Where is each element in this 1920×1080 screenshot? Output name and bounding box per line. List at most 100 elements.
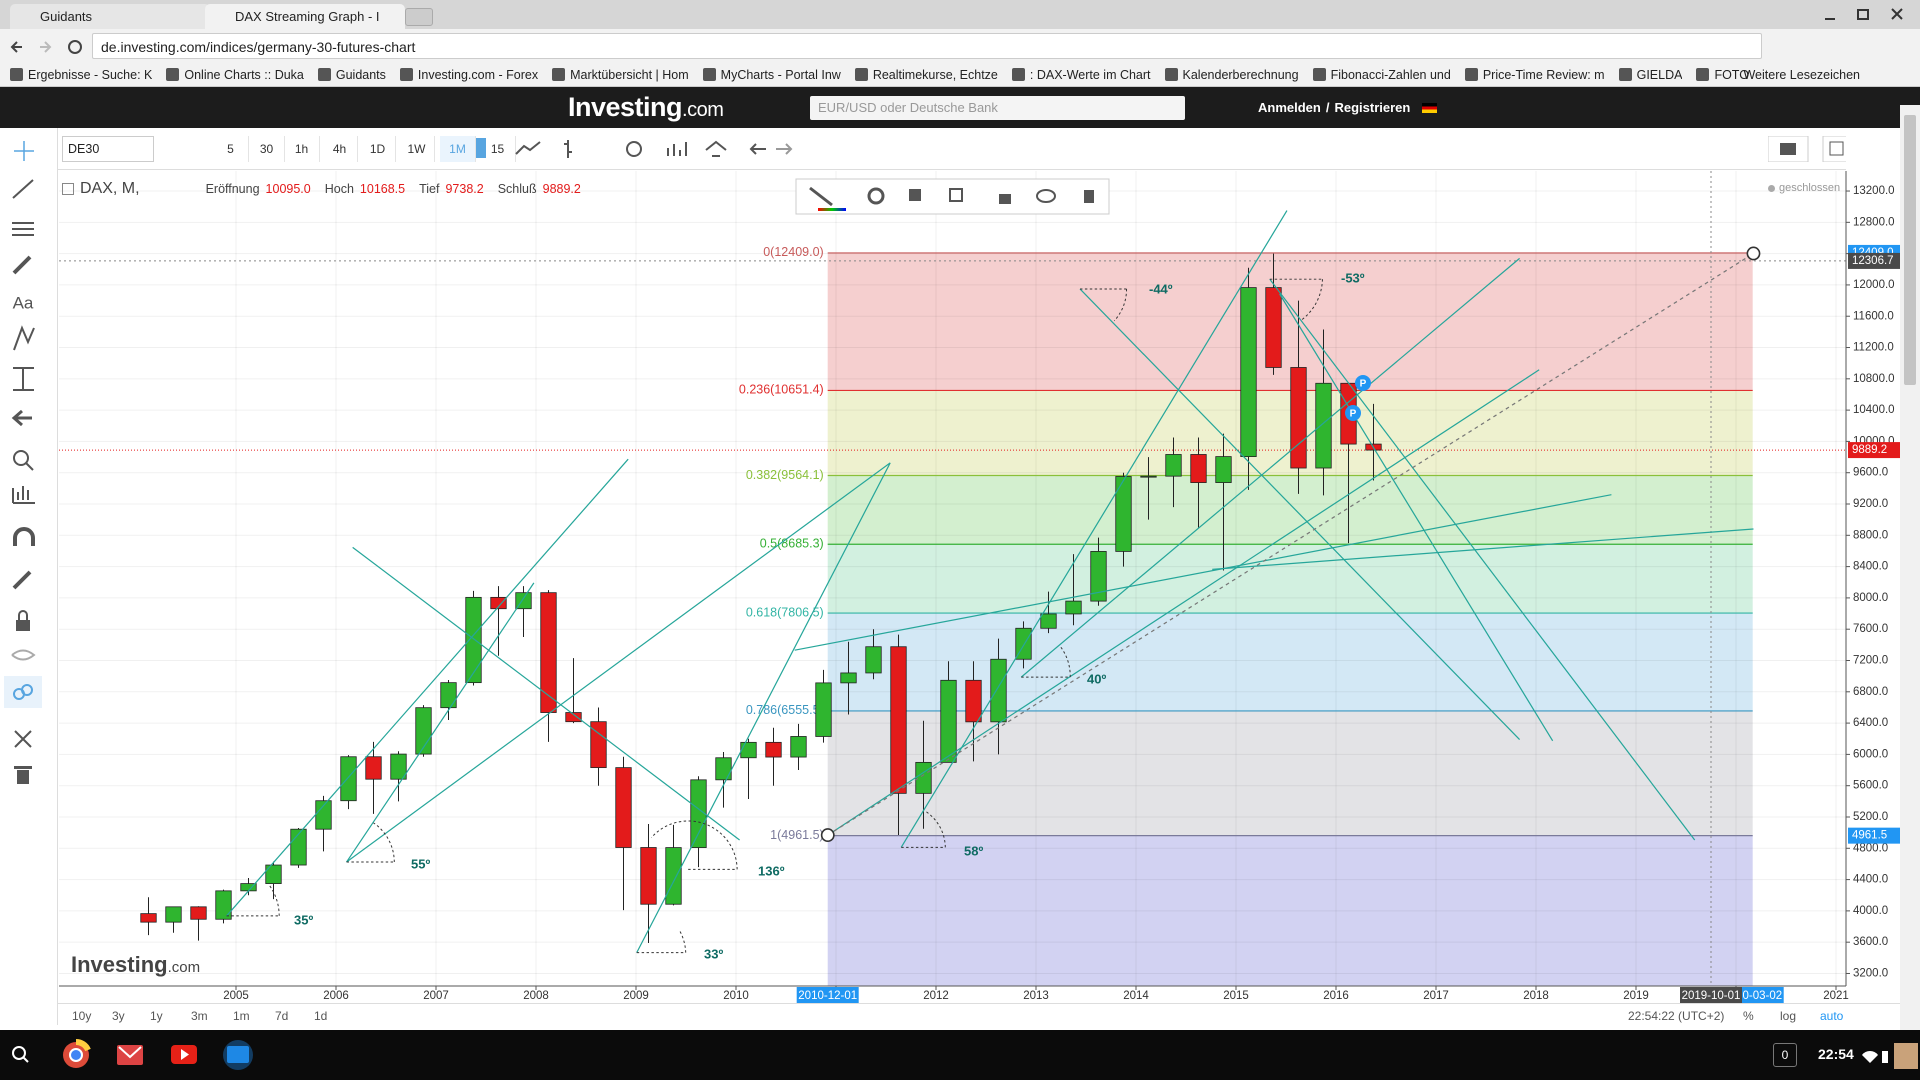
trend-line[interactable] bbox=[900, 210, 1288, 848]
nav-buttons[interactable] bbox=[8, 37, 88, 57]
taskbar-apps[interactable] bbox=[0, 1030, 270, 1080]
interval-button[interactable]: 5 bbox=[213, 136, 249, 162]
language-flag[interactable] bbox=[1422, 103, 1437, 113]
tab[interactable]: DAX Streaming Graph - I bbox=[205, 4, 405, 29]
trend-line[interactable] bbox=[226, 458, 629, 917]
trend-line[interactable] bbox=[1212, 528, 1754, 570]
search-field[interactable]: EUR/USD oder Deutsche Bank bbox=[810, 96, 1185, 120]
y-tick-label: 5200.0 bbox=[1853, 811, 1888, 823]
url-field[interactable]: de.investing.com/indices/germany-30-futu… bbox=[92, 33, 1762, 59]
fib-trend-line[interactable] bbox=[827, 252, 1754, 836]
legend-value: 10095.0 bbox=[265, 182, 311, 196]
trend-line[interactable] bbox=[1079, 288, 1521, 741]
interval-button[interactable]: 1D bbox=[360, 136, 396, 162]
interval-button[interactable]: 1W bbox=[399, 136, 435, 162]
scrollbar[interactable] bbox=[1900, 105, 1920, 1030]
interval-button[interactable]: 1M bbox=[440, 136, 476, 162]
bookmark[interactable]: Marktübersicht | Hom bbox=[552, 68, 689, 82]
site-logo[interactable]: Investing.com bbox=[568, 92, 724, 123]
bookmark-icon bbox=[1312, 68, 1326, 81]
range-button[interactable]: 1m bbox=[233, 1009, 250, 1023]
range-button[interactable]: 10y bbox=[72, 1009, 92, 1023]
bookmark[interactable]: Kalenderberechnung bbox=[1164, 68, 1299, 82]
fib-handle[interactable] bbox=[820, 828, 835, 843]
trend-line[interactable] bbox=[1020, 257, 1520, 678]
drawing-edit-toolbar[interactable] bbox=[795, 178, 1110, 215]
login-link[interactable]: Anmelden bbox=[1258, 100, 1321, 115]
fib-level-label: 0.382(9564.1) bbox=[746, 468, 824, 482]
pivot-marker[interactable] bbox=[1345, 405, 1361, 421]
tab[interactable]: Guidants bbox=[10, 4, 210, 29]
pivot-marker[interactable] bbox=[1355, 375, 1371, 391]
trend-line[interactable] bbox=[827, 369, 1540, 836]
bookmark[interactable]: FOTO bbox=[1696, 68, 1749, 82]
y-tick-label: 9200.0 bbox=[1853, 498, 1888, 510]
fib-handle[interactable] bbox=[1746, 246, 1761, 261]
candle-body bbox=[765, 741, 782, 758]
bookmark[interactable]: : DAX-Werte im Chart bbox=[1011, 67, 1151, 82]
scale-option[interactable]: log bbox=[1780, 1009, 1797, 1023]
trend-line[interactable] bbox=[1279, 293, 1554, 742]
legend-symbol: DAX, M, bbox=[80, 180, 140, 197]
bookmark[interactable]: Investing.com - Forex bbox=[399, 68, 538, 82]
watermark-suffix: .com bbox=[167, 959, 201, 976]
symbol-field[interactable]: DE30 bbox=[62, 136, 154, 162]
range-button[interactable]: 3m bbox=[191, 1009, 208, 1023]
scroll-thumb[interactable] bbox=[1904, 115, 1916, 385]
register-link[interactable]: Registrieren bbox=[1334, 100, 1411, 115]
range-button[interactable]: 1d bbox=[314, 1009, 328, 1023]
trend-line[interactable] bbox=[1269, 278, 1696, 841]
bookmark[interactable]: MyCharts - Portal Inw bbox=[702, 67, 841, 82]
window-controls[interactable] bbox=[1820, 6, 1915, 24]
clock[interactable]: 22:54 bbox=[1818, 1046, 1854, 1062]
y-tick-label: 10800.0 bbox=[1853, 373, 1895, 385]
trend-line[interactable] bbox=[636, 462, 891, 953]
y-tick-label: 7200.0 bbox=[1853, 655, 1888, 667]
bookmark[interactable]: Online Charts :: Duka bbox=[166, 68, 304, 82]
bookmark-title: FOTO bbox=[1714, 67, 1749, 82]
candle-body bbox=[965, 679, 982, 723]
legend-toggle[interactable] bbox=[62, 183, 74, 195]
tray-icons[interactable] bbox=[1860, 1043, 1920, 1069]
range-button[interactable]: 7d bbox=[275, 1009, 289, 1023]
range-button[interactable]: 3y bbox=[112, 1009, 125, 1023]
bookmark-title: : DAX-Werte im Chart bbox=[1029, 67, 1151, 82]
bookmark[interactable]: Guidants bbox=[317, 68, 386, 82]
trend-line[interactable] bbox=[346, 462, 891, 863]
market-status: geschlossen bbox=[1768, 182, 1840, 194]
status-text: geschlossen bbox=[1779, 182, 1841, 194]
bookmark[interactable]: Ergebnisse - Suche: K bbox=[10, 68, 152, 82]
candle-body bbox=[190, 906, 207, 920]
range-button[interactable]: 1y bbox=[150, 1009, 163, 1023]
other-bookmarks[interactable]: Weitere Lesezeichen bbox=[1743, 68, 1860, 82]
bookmark[interactable]: Realtimekurse, Echtze bbox=[854, 68, 998, 82]
x-tick-label: 2016 bbox=[1323, 990, 1349, 1002]
interval-button[interactable]: 1h bbox=[284, 136, 320, 162]
interval-button[interactable]: 15 bbox=[480, 136, 516, 162]
drawing-tools[interactable]: Aa bbox=[0, 128, 58, 788]
candle-body bbox=[440, 682, 457, 709]
text-tool[interactable]: Aa bbox=[13, 293, 34, 312]
trend-line[interactable] bbox=[346, 582, 535, 863]
candle-body bbox=[1215, 456, 1232, 483]
interval-button[interactable]: 4h bbox=[322, 136, 358, 162]
fib-zone bbox=[827, 252, 1753, 391]
trend-line[interactable] bbox=[794, 494, 1612, 651]
bookmark[interactable]: GIELDA bbox=[1618, 68, 1682, 82]
trend-line[interactable] bbox=[352, 546, 740, 841]
bookmark-title: MyCharts - Portal Inw bbox=[720, 67, 841, 82]
scale-option[interactable]: auto bbox=[1820, 1009, 1844, 1023]
bookmark[interactable]: Fibonacci-Zahlen und bbox=[1312, 68, 1451, 82]
chart-tools[interactable] bbox=[476, 136, 906, 162]
y-tick-label: 11600.0 bbox=[1853, 310, 1894, 322]
x-tick-label: 2014 bbox=[1123, 990, 1149, 1002]
bookmark[interactable]: Price-Time Review: m bbox=[1464, 68, 1605, 82]
new-tab[interactable] bbox=[405, 8, 433, 26]
fib-zone bbox=[827, 613, 1753, 711]
price-tag-label: 9889.2 bbox=[1852, 444, 1887, 456]
notification-count[interactable]: 0 bbox=[1773, 1043, 1797, 1067]
fib-zone bbox=[827, 710, 1753, 836]
scale-option[interactable]: % bbox=[1743, 1009, 1754, 1023]
interval-button[interactable]: 30 bbox=[249, 136, 285, 162]
y-tick-label: 10400.0 bbox=[1853, 404, 1895, 416]
